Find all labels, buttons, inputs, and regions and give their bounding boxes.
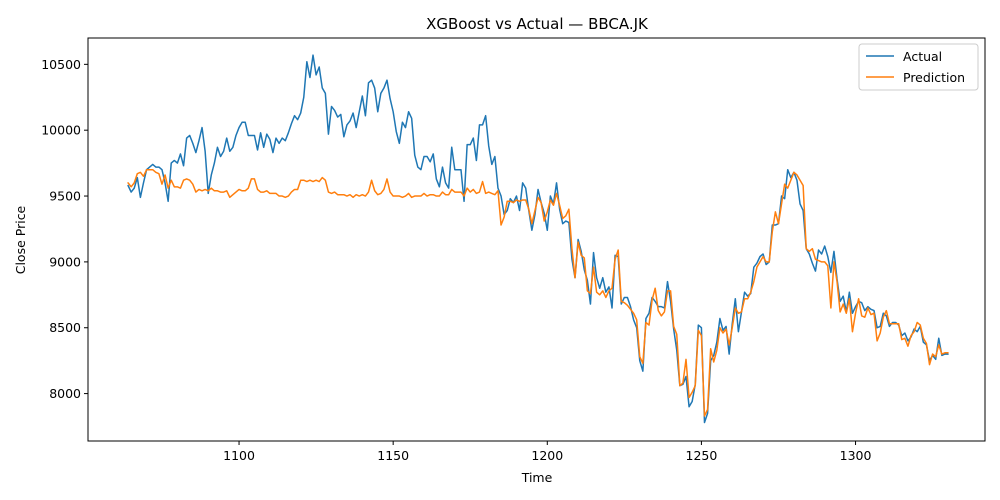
chart-title: XGBoost vs Actual — BBCA.JK <box>426 15 649 33</box>
y-tick-label: 8000 <box>49 386 81 401</box>
x-tick-label: 1100 <box>223 448 255 463</box>
x-tick-label: 1200 <box>531 448 563 463</box>
legend-label-prediction: Prediction <box>903 70 965 85</box>
x-tick-label: 1150 <box>377 448 409 463</box>
plot-area: 1100 1150 1200 1250 1300 8000 8500 9000 9500 100… <box>41 37 986 463</box>
y-tick-label: 8500 <box>49 320 81 335</box>
series-layer <box>127 54 949 424</box>
series-line-actual <box>127 54 949 424</box>
legend-label-actual: Actual <box>903 49 942 64</box>
x-tick-label: 1300 <box>840 448 872 463</box>
legend: Actual Prediction <box>858 43 979 91</box>
y-tick-label: 10000 <box>41 123 81 138</box>
plot-frame <box>87 37 986 442</box>
y-tick-label: 10500 <box>41 57 81 72</box>
y-tick-label: 9000 <box>49 254 81 269</box>
x-tick-label: 1250 <box>686 448 718 463</box>
y-axis-label: Close Price <box>13 205 28 274</box>
y-tick-label: 9500 <box>49 189 81 204</box>
series-line-prediction <box>127 168 949 417</box>
x-axis-ticks: 1100 1150 1200 1250 1300 <box>223 441 871 463</box>
y-axis-ticks: 8000 8500 9000 9500 10000 10500 <box>41 57 88 401</box>
x-axis-label: Time <box>521 470 553 485</box>
